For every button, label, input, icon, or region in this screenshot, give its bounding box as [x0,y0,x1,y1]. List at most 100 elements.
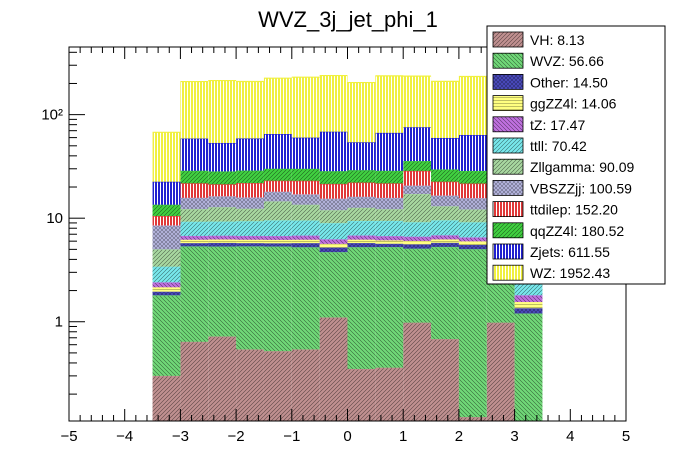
bar-hatch-ggzz4l-bin-10 [431,239,459,243]
bar-hatch-vh-bin-4 [263,351,292,421]
bar-hatch-ttll-bin-11 [458,222,487,238]
legend-item-ttdilep: ttdilep: 152.20 [492,201,618,218]
bar-hatch-zllgamma-bin-8 [375,209,404,221]
bar-hatch-qqzz4l-bin-11 [458,170,487,184]
bar-hatch-vbszzjj-bin-0 [152,225,181,250]
series-wvz [152,245,543,421]
legend-item-other: Other: 14.50 [492,74,608,90]
bar-hatch-vh-bin-5 [291,349,320,421]
bar-hatch-ggzz4l-bin-4 [263,239,292,244]
bar-hatch-wvz-bin-1 [180,246,209,342]
bar-hatch-ttdilep-bin-9 [403,170,432,186]
bar-hatch-other-bin-11 [458,244,487,250]
chart-title: WVZ_3j_jet_phi_1 [258,7,438,32]
bar-hatch-zllgamma-bin-9 [403,193,432,223]
bar-hatch-wvz-bin-10 [431,246,459,340]
bar-hatch-qqzz4l-bin-5 [291,168,320,181]
bar-hatch-ggzz4l-bin-11 [458,241,487,245]
bar-hatch-qqzz4l-bin-0 [152,204,181,216]
legend-label: ttll: 70.42 [530,138,587,154]
bar-hatch-ttdilep-bin-8 [375,183,404,198]
bar-hatch-wz-bin-11 [458,76,487,135]
bar-hatch-vbszzjj-bin-11 [458,198,487,210]
x-tick-label: 2 [455,428,463,445]
bar-hatch-ttll-bin-5 [291,220,320,236]
bar-hatch-zjets-bin-8 [375,132,404,171]
bar-hatch-ttdilep-bin-5 [291,180,320,195]
bar-hatch-vbszzjj-bin-2 [208,196,237,208]
bar-hatch-other-bin-4 [263,243,292,247]
legend-label: VH: 8.13 [530,32,585,48]
bar-hatch-wz-bin-7 [347,82,376,143]
bar-hatch-wz-bin-4 [263,78,292,134]
x-tick-label: −1 [283,428,300,445]
bar-hatch-zllgamma-bin-0 [152,249,181,267]
bar-hatch-vh-bin-11 [458,417,487,421]
bar-hatch-other-bin-6 [319,247,348,253]
bar-hatch-vbszzjj-bin-9 [403,185,432,194]
bar-hatch-tz-bin-6 [319,239,348,244]
legend: VH: 8.13 WVZ: 56.66 Other: 14.50 ggZZ4l: 14… [486,25,666,285]
bar-hatch-qqzz4l-bin-3 [236,170,264,184]
series-zjets [152,126,543,207]
bar-hatch-tz-bin-3 [236,235,264,240]
bar-hatch-vh-bin-1 [180,341,209,421]
bar-hatch-zjets-bin-0 [152,181,181,205]
bar-hatch-zllgamma-bin-7 [347,207,376,221]
bar-hatch-zjets-bin-9 [403,127,432,162]
legend-label: qqZZ4l: 180.52 [530,223,624,239]
bar-hatch-wvz-bin-5 [291,247,320,350]
legend-label: ttdilep: 152.20 [530,202,618,218]
x-tick-label: 3 [510,428,518,445]
bar-hatch-wvz-bin-2 [208,246,237,337]
bar-hatch-ttdilep-bin-4 [263,180,292,192]
bar-hatch-tz-bin-7 [347,235,376,240]
bar-hatch-ggzz4l-bin-9 [403,240,432,245]
bar-hatch-other-bin-10 [431,242,459,247]
legend-swatch-hatch [492,222,524,239]
bar-hatch-qqzz4l-bin-6 [319,171,348,184]
bar-hatch-vbszzjj-bin-10 [431,195,459,207]
x-tick-label: −2 [228,428,245,445]
bar-hatch-ttll-bin-1 [180,221,209,236]
legend-swatch-hatch [492,74,524,90]
bar-hatch-tz-bin-4 [263,236,292,240]
y-tick-label: 1 [55,314,63,331]
bar-hatch-ttll-bin-8 [375,220,404,237]
bar-hatch-ttll-bin-7 [347,220,376,236]
bar-hatch-vbszzjj-bin-8 [375,197,404,210]
bar-hatch-wz-bin-10 [431,81,459,138]
bar-hatch-zllgamma-bin-3 [236,208,264,222]
legend-item-ttll: ttll: 70.42 [492,137,587,154]
bar-hatch-ggzz4l-bin-3 [236,239,264,244]
bar-hatch-other-bin-2 [208,242,237,247]
bar-hatch-wvz-bin-9 [403,248,432,323]
bar-hatch-wvz-bin-13 [514,313,543,421]
x-tick-label: −5 [60,428,77,445]
bar-hatch-zllgamma-bin-11 [458,209,487,223]
bar-hatch-wvz-bin-0 [152,295,181,376]
bar-hatch-ggzz4l-bin-2 [208,239,237,243]
bar-hatch-zllgamma-bin-6 [319,210,348,224]
legend-label: Zllgamma: 90.09 [530,159,634,175]
legend-item-vh: VH: 8.13 [492,31,585,48]
bar-hatch-wvz-bin-6 [319,252,348,318]
legend-label: WZ: 1952.43 [530,265,610,281]
bar-hatch-vh-bin-6 [319,317,348,421]
bar-hatch-zjets-bin-5 [291,137,320,169]
bar-hatch-ttll-bin-2 [208,221,237,236]
bar-hatch-wz-bin-2 [208,80,237,143]
bar-hatch-wz-bin-9 [403,76,432,128]
bar-hatch-qqzz4l-bin-10 [431,169,459,182]
legend-swatch-hatch [492,264,524,281]
bar-hatch-wvz-bin-7 [347,247,376,369]
legend-swatch-hatch [492,52,524,69]
histogram-stack [152,74,543,421]
bar-hatch-zjets-bin-6 [319,131,348,172]
legend-label: Zjets: 611.55 [530,244,610,260]
bar-hatch-ttdilep-bin-10 [431,181,459,196]
bar-hatch-ttdilep-bin-6 [319,183,348,199]
bar-hatch-ttll-bin-3 [236,221,264,236]
bar-hatch-zllgamma-bin-5 [291,204,320,221]
bar-hatch-other-bin-0 [152,291,181,296]
